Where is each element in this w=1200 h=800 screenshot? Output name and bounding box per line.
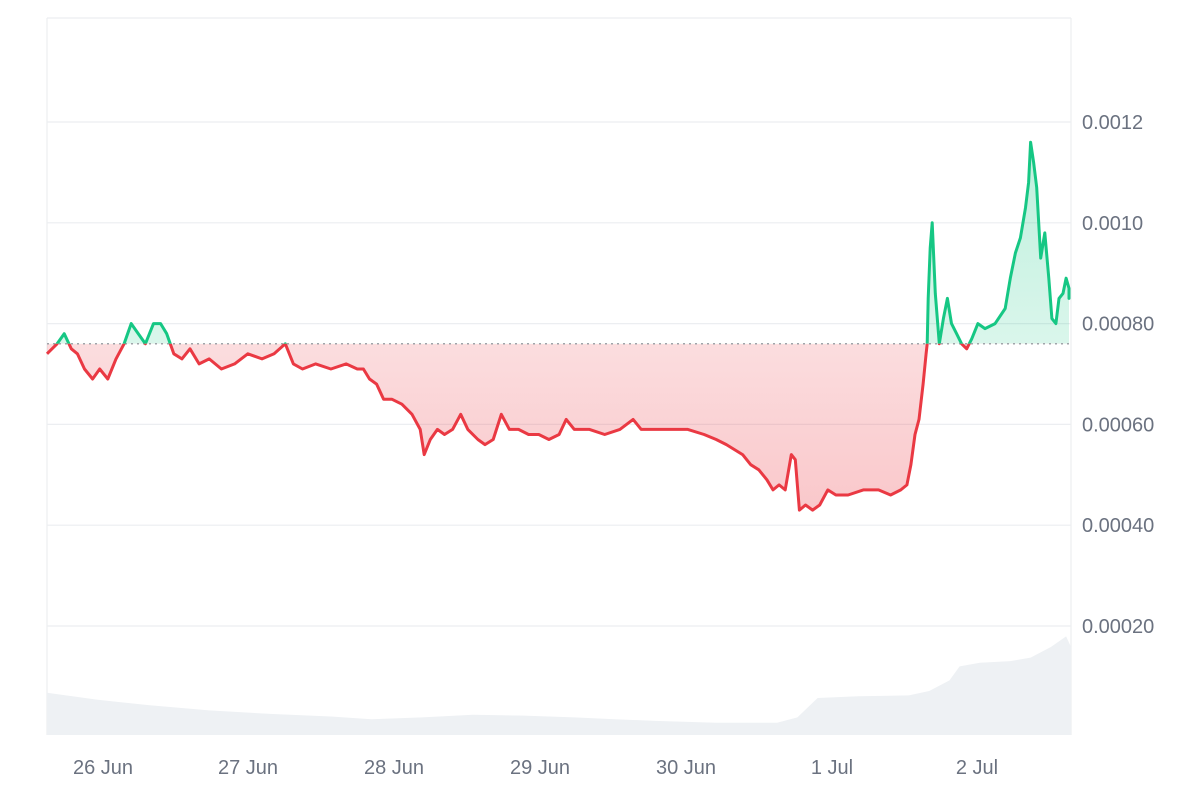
y-tick-label-4: 0.0010 bbox=[1082, 213, 1143, 235]
x-tick-label-1: 27 Jun bbox=[218, 757, 278, 779]
y-axis-labels: 0.00020 0.00040 0.00060 0.00080 0.0010 0.0012 bbox=[1082, 112, 1154, 638]
y-tick-label-5: 0.0012 bbox=[1082, 112, 1143, 134]
y-tick-label-3: 0.00080 bbox=[1082, 314, 1154, 336]
x-axis-labels: 26 Jun 27 Jun 28 Jun 29 Jun 30 Jun 1 Jul 2 Jul bbox=[73, 757, 998, 779]
price-fill-above-baseline bbox=[57, 142, 1069, 344]
y-tick-label-2: 0.00060 bbox=[1082, 414, 1154, 436]
volume-area bbox=[47, 636, 1071, 735]
price-fill-below-baseline bbox=[47, 343, 1069, 511]
volume-area-path bbox=[47, 636, 1071, 735]
price-line-above-baseline bbox=[55, 140, 1071, 344]
price-fill-areas bbox=[47, 142, 1069, 511]
y-tick-label-0: 0.00020 bbox=[1082, 616, 1154, 638]
x-tick-label-4: 30 Jun bbox=[656, 757, 716, 779]
x-tick-label-2: 28 Jun bbox=[364, 757, 424, 779]
price-lines bbox=[45, 140, 1071, 512]
x-tick-label-0: 26 Jun bbox=[73, 757, 133, 779]
price-line-below-baseline bbox=[45, 343, 971, 512]
y-tick-label-1: 0.00040 bbox=[1082, 515, 1154, 537]
x-tick-label-5: 1 Jul bbox=[811, 757, 853, 779]
x-tick-label-3: 29 Jun bbox=[510, 757, 570, 779]
x-tick-label-6: 2 Jul bbox=[956, 757, 998, 779]
